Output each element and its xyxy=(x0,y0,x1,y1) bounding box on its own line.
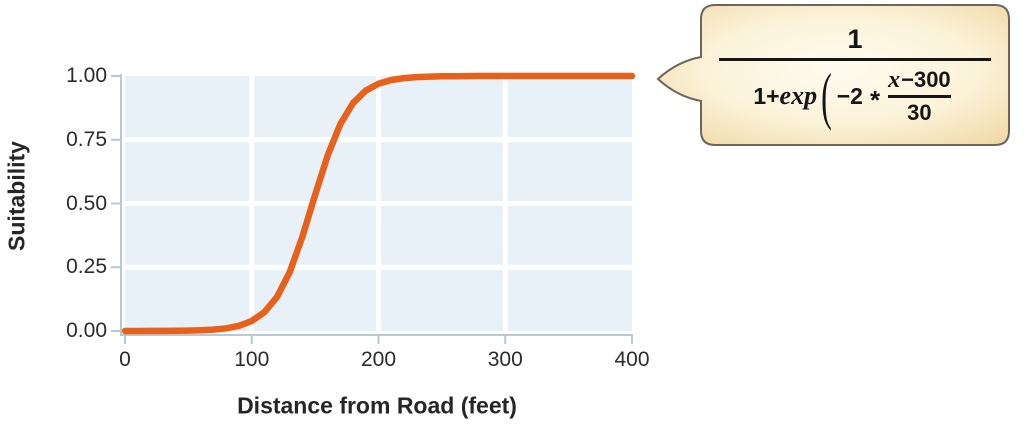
y-tick-label: 0.75 xyxy=(66,127,107,151)
formula-numerator: 1 xyxy=(847,23,863,54)
x-tick-label: 200 xyxy=(360,348,397,371)
y-tick-label: 0.25 xyxy=(66,255,107,279)
inner-fraction: x −300 30 xyxy=(888,67,951,126)
multiply-operator: * xyxy=(869,85,881,116)
inner-fraction-numerator: x −300 xyxy=(888,67,951,94)
formula-denominator: 1+ exp ( −2 * x −300 30 xyxy=(753,63,956,127)
callout-bubble xyxy=(656,4,1010,146)
callout-bubble-shape xyxy=(656,4,1010,146)
y-tick-label: 1.00 xyxy=(66,64,107,87)
plot-area xyxy=(111,72,636,344)
fraction-bar xyxy=(719,57,991,62)
x-axis-title: Distance from Road (feet) xyxy=(237,392,517,419)
denominator-prefix: 1+ xyxy=(753,82,780,109)
inner-fraction-bar xyxy=(888,95,951,99)
x-tick-label: 0 xyxy=(119,348,131,371)
coefficient: −2 xyxy=(836,82,863,109)
inner-numerator-offset: −300 xyxy=(901,67,951,93)
suitability-chart: Suitability Distance from Road (feet) 0.… xyxy=(4,64,650,419)
x-tick-label: 400 xyxy=(614,348,650,371)
x-tick-label: 100 xyxy=(234,348,270,371)
y-tick-label: 0.00 xyxy=(66,319,107,342)
y-tick-label: 0.50 xyxy=(66,191,107,215)
suitability-curve xyxy=(121,72,636,335)
formula-callout: 1 1+ exp ( −2 * x −300 30 xyxy=(653,1,1015,151)
formula: 1 1+ exp ( −2 * x −300 30 xyxy=(701,6,1009,144)
open-paren: ( xyxy=(821,59,832,132)
x-tick-label: 300 xyxy=(487,348,523,371)
exp-function-name: exp xyxy=(779,81,818,111)
variable-x: x xyxy=(888,67,901,94)
inner-fraction-denominator: 30 xyxy=(907,100,932,126)
